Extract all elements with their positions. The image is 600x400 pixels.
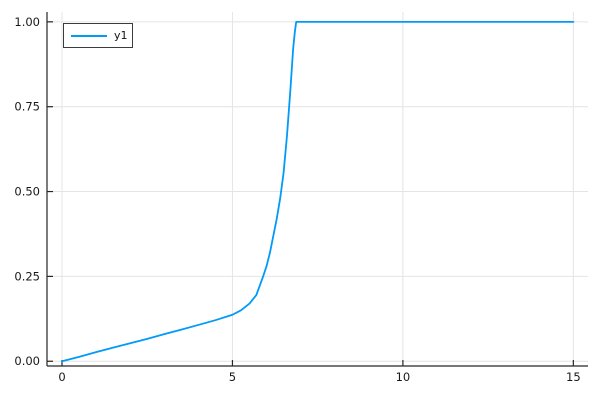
x-tick-label: 10 <box>396 370 411 384</box>
x-tick-label: 5 <box>229 370 236 384</box>
y-tick-label: 1.00 <box>14 15 40 29</box>
legend-label: y1 <box>114 29 128 42</box>
x-tick-label: 15 <box>566 370 581 384</box>
legend: y1 <box>63 23 133 48</box>
y-tick-label: 0.50 <box>14 185 40 199</box>
legend-line-sample <box>71 34 107 37</box>
x-tick-label: 0 <box>58 370 65 384</box>
series-line-y1 <box>61 20 575 363</box>
y-tick-label: 0.00 <box>14 354 40 368</box>
y-tick-label: 0.25 <box>14 269 40 283</box>
y-tick-label: 0.75 <box>14 100 40 114</box>
